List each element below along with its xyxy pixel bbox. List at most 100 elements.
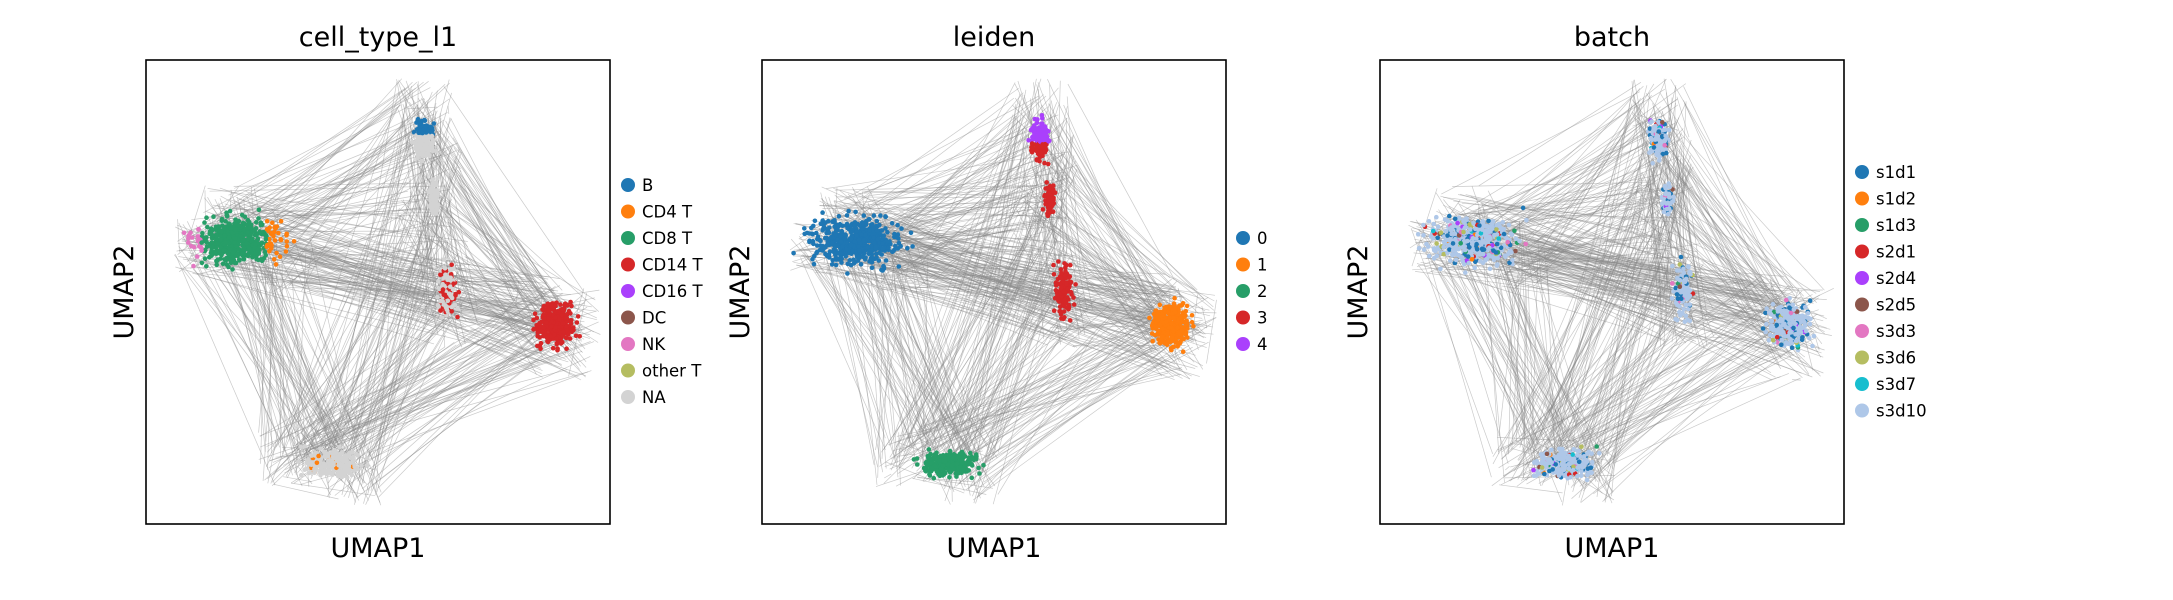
cell-point <box>191 263 196 269</box>
cell-point <box>1445 250 1450 256</box>
cell-point <box>839 256 844 262</box>
cell-point <box>1807 298 1813 304</box>
cell-point <box>1160 326 1165 332</box>
cell-point <box>1435 244 1440 250</box>
cell-point <box>1649 137 1655 142</box>
cell-point <box>1553 454 1558 460</box>
cell-point <box>569 303 574 309</box>
cell-point <box>856 237 862 243</box>
cell-point <box>1788 337 1793 342</box>
cell-point <box>1788 310 1794 316</box>
cell-point <box>861 213 867 218</box>
cluster-points <box>1531 444 1602 483</box>
cell-point <box>1669 296 1675 301</box>
cell-point <box>209 233 215 238</box>
cell-point <box>899 226 904 231</box>
cell-point <box>273 262 279 267</box>
cell-point <box>1169 311 1175 317</box>
cell-point <box>1055 281 1061 286</box>
cell-point <box>284 232 289 238</box>
cell-point <box>881 233 887 238</box>
legend-label: s3d6 <box>1876 349 1916 368</box>
cell-point <box>969 463 975 468</box>
cell-point <box>233 227 238 232</box>
cell-point <box>254 251 259 257</box>
cell-point <box>1189 313 1195 318</box>
cell-point <box>541 316 547 321</box>
cell-point <box>1682 290 1688 296</box>
cell-point <box>854 254 860 259</box>
cell-point <box>1489 221 1495 227</box>
legend-item: other T <box>621 362 702 381</box>
legend-label: s2d4 <box>1876 269 1916 288</box>
cell-point <box>531 326 537 332</box>
cell-point <box>927 473 933 478</box>
cluster-points <box>1147 295 1196 355</box>
cell-point <box>846 208 851 214</box>
cell-point <box>1156 328 1161 334</box>
cell-point <box>284 243 290 249</box>
cell-point <box>928 461 933 466</box>
cell-point <box>1064 262 1069 268</box>
cell-point <box>1791 307 1797 312</box>
cell-point <box>1458 254 1464 260</box>
cell-point <box>240 220 246 226</box>
cell-point <box>1428 234 1434 239</box>
cell-point <box>1534 458 1540 464</box>
cell-point <box>1566 461 1572 467</box>
cell-point <box>1071 302 1077 307</box>
cell-point <box>1415 232 1421 237</box>
cell-point <box>807 239 812 245</box>
cell-point <box>885 229 890 235</box>
cell-point <box>1498 226 1504 231</box>
cell-point <box>1805 310 1811 316</box>
cell-point <box>250 236 255 241</box>
legend-item: CD14 T <box>621 256 703 275</box>
cell-point <box>1656 120 1662 125</box>
cell-point <box>267 236 272 242</box>
cell-point <box>1447 213 1452 219</box>
cell-point <box>1580 465 1585 470</box>
cell-point <box>1560 446 1565 452</box>
cell-point <box>272 238 278 243</box>
cell-point <box>232 236 238 241</box>
cluster-points <box>1659 181 1676 217</box>
cell-point <box>445 274 450 280</box>
cell-point <box>1049 196 1055 201</box>
legend-marker <box>621 204 635 219</box>
cell-point <box>844 213 850 218</box>
cell-point <box>298 444 304 450</box>
cell-point <box>1042 160 1047 166</box>
legend-marker <box>621 257 635 272</box>
cell-point <box>1575 453 1580 458</box>
cell-point <box>859 232 864 237</box>
cell-point <box>1501 231 1507 237</box>
legend-marker <box>1855 377 1869 391</box>
knn-graph-edges <box>789 78 1217 505</box>
legend-item: 1 <box>1236 256 1268 275</box>
cell-point <box>1447 237 1453 242</box>
cell-point <box>1064 281 1069 287</box>
cell-point <box>1438 266 1443 272</box>
cell-point <box>1474 241 1479 247</box>
cell-point <box>1045 213 1051 219</box>
cell-point <box>1803 328 1809 334</box>
legend-marker <box>1855 350 1869 365</box>
cell-point <box>1786 317 1791 322</box>
cell-point <box>1179 335 1185 341</box>
cell-point <box>271 257 277 262</box>
cell-point <box>1441 239 1447 245</box>
cell-point <box>1046 199 1051 204</box>
cell-point <box>450 286 456 292</box>
cell-point <box>1450 252 1455 257</box>
cell-point <box>879 228 885 233</box>
cell-point <box>1783 297 1789 303</box>
cell-point <box>812 218 818 224</box>
cell-point <box>905 245 910 251</box>
legend-label: other T <box>642 362 702 381</box>
cell-point <box>262 231 267 236</box>
cell-point <box>1456 233 1462 238</box>
legend-marker <box>1855 324 1869 338</box>
cell-point <box>954 469 960 475</box>
